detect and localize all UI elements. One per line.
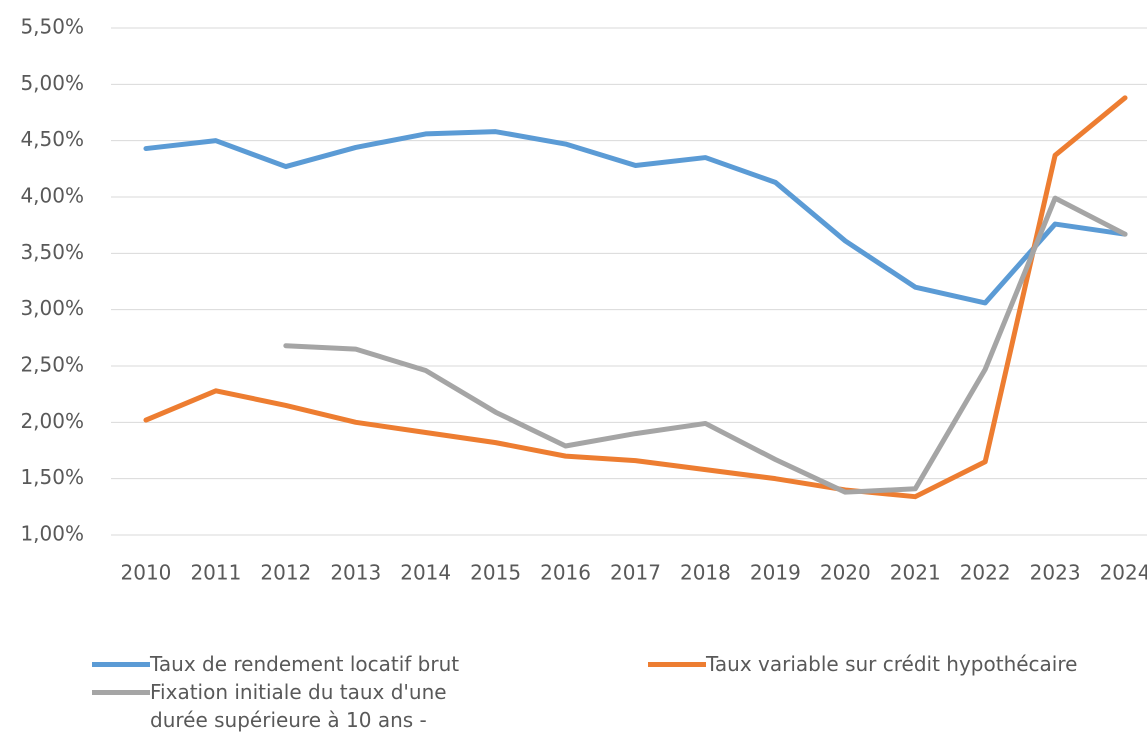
y-tick-label: 4,00%	[20, 184, 84, 208]
y-tick-label: 2,00%	[20, 409, 84, 433]
y-tick-label: 2,50%	[20, 353, 84, 377]
plot: 1,00% 1,50% 2,00% 2,50% 3,00% 3,50% 4,00% 4,50%…	[20, 15, 1147, 585]
series-line	[143, 129, 1128, 306]
x-tick-label: 2017	[610, 561, 661, 585]
x-tick-label: 2020	[820, 561, 871, 585]
x-tick-label: 2015	[470, 561, 521, 585]
legend-item: Taux de rendement locatif brut	[92, 650, 459, 678]
x-tick-label: 2022	[960, 561, 1011, 585]
x-tick-label: 2023	[1030, 561, 1081, 585]
x-tick-label: 2024	[1100, 561, 1147, 585]
x-tick-label: 2010	[121, 561, 172, 585]
series-line	[143, 95, 1128, 500]
legend-item: Taux variable sur crédit hypothécaire	[648, 650, 1077, 678]
y-tick-label: 1,50%	[20, 465, 84, 489]
legend-label: Fixation initiale du taux d'une durée su…	[150, 680, 447, 732]
legend-label: Taux de rendement locatif brut	[150, 652, 460, 676]
y-tick-label: 1,00%	[20, 522, 84, 546]
legend-swatch	[648, 662, 706, 667]
x-tick-label: 2011	[190, 561, 241, 585]
x-tick-label: 2021	[890, 561, 941, 585]
y-tick-label: 5,00%	[20, 71, 84, 95]
x-tick-label: 2019	[750, 561, 801, 585]
y-tick-label: 3,50%	[20, 240, 84, 264]
legend-label: Taux variable sur crédit hypothécaire	[706, 652, 1078, 676]
x-tick-label: 2013	[330, 561, 381, 585]
x-tick-label: 2014	[400, 561, 451, 585]
legend-swatch	[92, 662, 150, 667]
legend-item: Fixation initiale du taux d'une durée su…	[92, 678, 450, 736]
x-tick-label: 2016	[540, 561, 591, 585]
x-tick-label: 2018	[680, 561, 731, 585]
y-tick-label: 5,50%	[20, 15, 84, 39]
y-tick-label: 3,00%	[20, 296, 84, 320]
legend-swatch	[92, 690, 150, 695]
y-tick-label: 4,50%	[20, 127, 84, 151]
x-tick-label: 2012	[260, 561, 311, 585]
series-line	[283, 195, 1128, 495]
